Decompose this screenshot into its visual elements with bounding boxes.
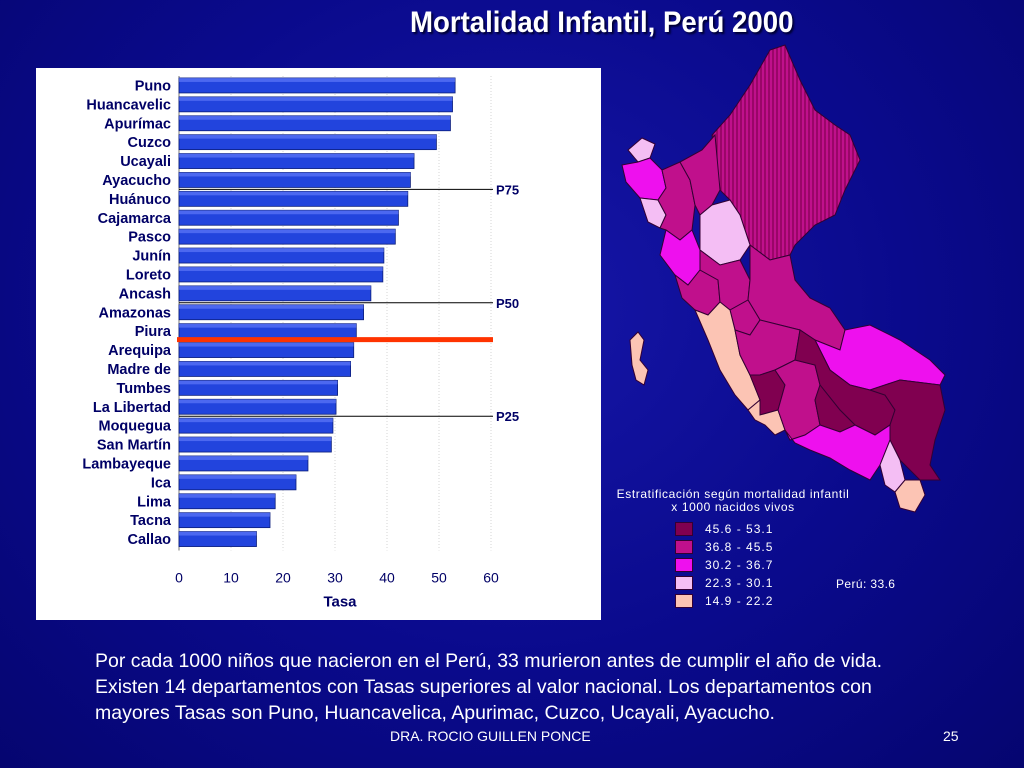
map-legend: Estratificación según mortalidad infanti… xyxy=(597,488,869,610)
bar-highlight xyxy=(179,474,296,479)
bar-chart: Puno Huancavelic Apurímac Cuzco Ucayali Ayacu… xyxy=(82,76,519,611)
legend-title-line1: Estratificación según mortalidad infanti… xyxy=(616,487,850,501)
bar-highlight xyxy=(179,531,257,536)
bar-highlight xyxy=(179,304,364,309)
category-label: Moquegua xyxy=(99,419,172,435)
legend-item: 45.6 - 53.1 xyxy=(675,520,869,538)
category-label: Ancash xyxy=(119,286,171,302)
category-label: Amazonas xyxy=(98,305,171,321)
category-label: La Libertad xyxy=(93,400,171,416)
category-label: Lambayeque xyxy=(82,456,171,472)
category-label: Ica xyxy=(151,475,172,491)
x-tick-label: 30 xyxy=(327,570,343,586)
bar-highlight xyxy=(179,323,357,328)
map-region-callao-inset xyxy=(629,331,649,386)
category-label: Piura xyxy=(135,324,172,340)
body-text: Por cada 1000 niños que nacieron en el P… xyxy=(95,650,882,724)
x-axis-label: Tasa xyxy=(323,594,357,611)
category-label: Cuzco xyxy=(128,135,172,151)
peru-map xyxy=(600,40,960,520)
x-tick-label: 20 xyxy=(275,570,291,586)
bar-highlight xyxy=(179,134,437,139)
category-label: Loreto xyxy=(126,267,171,283)
bar-highlight xyxy=(179,418,333,423)
x-tick-label: 50 xyxy=(431,570,447,586)
legend-label: 45.6 - 53.1 xyxy=(705,522,774,536)
bar-highlight xyxy=(179,77,456,82)
bar-highlight xyxy=(179,361,351,366)
bar-highlight xyxy=(179,172,411,177)
legend-item: 36.8 - 45.5 xyxy=(675,538,869,556)
legend-swatch xyxy=(675,522,693,536)
category-label: San Martín xyxy=(97,438,171,454)
legend-label: 30.2 - 36.7 xyxy=(705,558,774,572)
category-label: Arequipa xyxy=(108,343,172,359)
category-label: Tacna xyxy=(130,513,172,529)
legend-item: 14.9 - 22.2 xyxy=(675,592,869,610)
map-region-arequipa xyxy=(784,424,891,481)
x-tick-label: 10 xyxy=(223,570,239,586)
legend-swatch xyxy=(675,540,693,554)
legend-label: 14.9 - 22.2 xyxy=(705,594,774,608)
x-tick-label: 0 xyxy=(175,570,183,586)
category-label: Ucayali xyxy=(120,154,171,170)
legend-title-line2: x 1000 nacidos vivos xyxy=(671,500,795,514)
category-label: Huancavelic xyxy=(86,97,171,113)
category-label: Apurímac xyxy=(104,116,171,132)
bar-highlight xyxy=(179,380,338,385)
legend-swatch xyxy=(675,558,693,572)
category-label: Pasco xyxy=(128,230,171,246)
category-label: Junín xyxy=(132,249,171,265)
bar-highlight xyxy=(179,455,308,460)
bar-highlight xyxy=(179,191,408,196)
category-label: Huánuco xyxy=(109,192,171,208)
bar-highlight xyxy=(179,96,453,101)
map-region-tumbes xyxy=(627,137,656,163)
national-rate-note: Perú: 33.6 xyxy=(836,577,896,591)
map-region-tacna xyxy=(894,479,926,513)
bar-highlight xyxy=(179,248,384,253)
bar-highlight xyxy=(179,437,332,442)
bar-chart-panel: Puno Huancavelic Apurímac Cuzco Ucayali Ayacu… xyxy=(36,68,601,620)
x-tick-label: 40 xyxy=(379,570,395,586)
slide-title: Mortalidad Infantil, Perú 2000 xyxy=(410,6,794,39)
legend-title: Estratificación según mortalidad infanti… xyxy=(597,488,869,514)
bar-highlight xyxy=(179,399,337,404)
bar-highlight xyxy=(179,266,383,271)
category-label: Lima xyxy=(137,494,172,510)
legend-swatch xyxy=(675,594,693,608)
bar-highlight xyxy=(179,153,415,158)
x-tick-label: 60 xyxy=(483,570,499,586)
bar-highlight xyxy=(179,493,276,498)
legend-item: 30.2 - 36.7 xyxy=(675,556,869,574)
percentile-label: P25 xyxy=(496,409,519,424)
legend-list: 45.6 - 53.1 36.8 - 45.5 30.2 - 36.7 22.3… xyxy=(675,520,869,610)
percentile-label: P50 xyxy=(496,296,519,311)
bar-highlight xyxy=(179,342,354,347)
bar-highlight xyxy=(179,229,396,234)
bar-highlight xyxy=(179,285,371,290)
footer-author: DRA. ROCIO GUILLEN PONCE xyxy=(390,728,591,744)
legend-item: 22.3 - 30.1 xyxy=(675,574,869,592)
legend-label: 36.8 - 45.5 xyxy=(705,540,774,554)
map-region-puno xyxy=(868,379,946,481)
bar-highlight xyxy=(179,512,270,517)
peru-map-svg xyxy=(621,44,946,513)
legend-swatch xyxy=(675,576,693,590)
bar-highlight xyxy=(179,115,451,120)
category-label: Ayacucho xyxy=(102,173,171,189)
category-label: Puno xyxy=(135,78,171,94)
category-label: Callao xyxy=(127,532,171,548)
bar-highlight xyxy=(179,210,399,215)
page-number: 25 xyxy=(943,728,959,744)
category-label: Tumbes xyxy=(116,381,171,397)
percentile-label: P75 xyxy=(496,182,519,197)
category-label: Madre de xyxy=(107,362,171,378)
category-label: Cajamarca xyxy=(98,211,172,227)
legend-label: 22.3 - 30.1 xyxy=(705,576,774,590)
map-region-piura xyxy=(621,157,667,201)
